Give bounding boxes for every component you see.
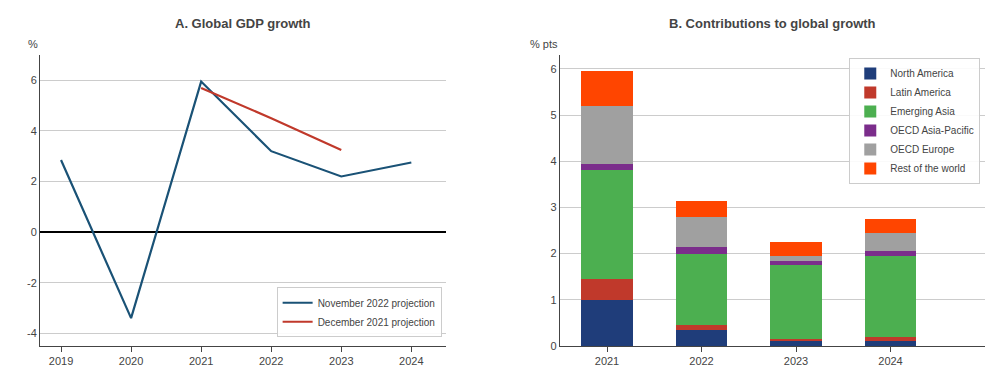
svg-text:4: 4	[31, 125, 37, 137]
svg-text:2022: 2022	[689, 355, 713, 367]
svg-text:1: 1	[550, 294, 556, 306]
svg-text:Rest of the world: Rest of the world	[890, 163, 965, 174]
svg-text:OECD Europe: OECD Europe	[890, 144, 954, 155]
svg-text:2024: 2024	[878, 355, 902, 367]
svg-text:2023: 2023	[784, 355, 808, 367]
svg-text:2024: 2024	[399, 355, 423, 367]
svg-text:OECD Asia-Pacific: OECD Asia-Pacific	[890, 125, 973, 136]
svg-text:4: 4	[550, 155, 556, 167]
svg-text:% pts: % pts	[530, 38, 558, 50]
svg-text:2023: 2023	[329, 355, 353, 367]
svg-text:December 2021 projection: December 2021 projection	[318, 317, 435, 328]
svg-text:November 2022 projection: November 2022 projection	[318, 298, 435, 309]
svg-text:%: %	[28, 38, 38, 50]
svg-text:6: 6	[550, 63, 556, 75]
svg-text:3: 3	[550, 201, 556, 213]
svg-text:2019: 2019	[49, 355, 73, 367]
svg-text:-2: -2	[27, 277, 37, 289]
svg-text:B. Contributions to global gro: B. Contributions to global growth	[669, 16, 876, 31]
svg-text:Latin America: Latin America	[890, 87, 951, 98]
svg-text:A. Global GDP growth: A. Global GDP growth	[175, 16, 311, 31]
svg-text:North America: North America	[890, 68, 954, 79]
svg-text:0: 0	[31, 226, 37, 238]
svg-text:2021: 2021	[189, 355, 213, 367]
svg-text:2: 2	[31, 175, 37, 187]
svg-text:6: 6	[31, 74, 37, 86]
svg-text:5: 5	[550, 109, 556, 121]
svg-text:2: 2	[550, 247, 556, 259]
svg-text:2020: 2020	[119, 355, 143, 367]
svg-text:Emerging Asia: Emerging Asia	[890, 106, 955, 117]
svg-text:2021: 2021	[595, 355, 619, 367]
svg-text:0: 0	[550, 340, 556, 352]
svg-text:-4: -4	[27, 327, 37, 339]
svg-text:2022: 2022	[259, 355, 283, 367]
